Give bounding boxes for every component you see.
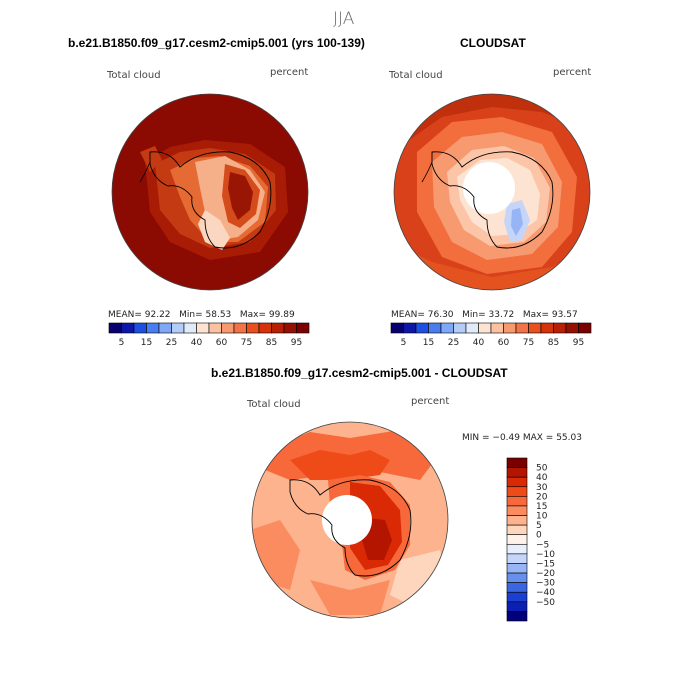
colorbar-tick-label: 15: [141, 338, 152, 348]
panel3-title: b.e21.B1850.f09_g17.cesm2-cmip5.001 - CL…: [211, 366, 508, 380]
colorbar-tick-label: 25: [166, 338, 177, 348]
colorbar-tick-label: 0: [536, 531, 542, 541]
colorbar-swatch: [221, 322, 235, 334]
colorbar-swatch: [171, 322, 185, 334]
colorbar-tick-label: 75: [241, 338, 252, 348]
colorbar-tick-label: −15: [536, 559, 555, 569]
panel2-stats: MEAN= 76.30 Min= 33.72 Max= 93.57: [391, 310, 578, 320]
panel1-variable-label: Total cloud: [107, 70, 161, 81]
colorbar-swatch: [506, 505, 528, 516]
colorbar-tick-label: 40: [473, 338, 485, 348]
colorbar-swatch: [478, 322, 492, 334]
figure-title: JJA: [333, 9, 355, 29]
colorbar-swatch: [490, 322, 504, 334]
colorbar-swatch: [121, 322, 135, 334]
colorbar-tick-label: 85: [548, 338, 559, 348]
colorbar-tick-label: 85: [266, 338, 277, 348]
colorbar-swatch: [183, 322, 197, 334]
colorbar-swatch: [258, 322, 272, 334]
colorbar-swatch: [506, 582, 528, 593]
colorbar-swatch: [296, 322, 310, 334]
colorbar-tick-label: 40: [191, 338, 203, 348]
colorbar-swatch: [506, 543, 528, 555]
colorbar-tick-label: −5: [536, 540, 549, 550]
colorbar-tick-label: −10: [536, 550, 555, 560]
panel3-min-max: MIN = −0.49 MAX = 55.03: [462, 433, 582, 443]
panel2-units-label: percent: [553, 67, 592, 78]
colorbar-tick-label: 5: [536, 521, 542, 531]
colorbar-swatch: [390, 322, 404, 334]
colorbar-tick-label: 15: [536, 502, 547, 512]
colorbar-swatch: [515, 322, 529, 334]
colorbar-swatch: [506, 496, 528, 507]
colorbar-swatch: [506, 476, 528, 488]
colorbar-swatch: [158, 322, 172, 334]
colorbar-swatch: [506, 534, 528, 545]
colorbar-tick-label: 25: [448, 338, 459, 348]
panel2-variable-label: Total cloud: [389, 70, 443, 81]
colorbar-tick-label: 60: [498, 338, 510, 348]
colorbar-swatch: [415, 322, 429, 334]
colorbar-swatch: [540, 322, 554, 334]
colorbar-swatch: [108, 322, 122, 334]
colorbar-swatch: [578, 322, 592, 334]
colorbar-swatch: [506, 457, 528, 468]
colorbar-swatch: [506, 591, 528, 603]
colorbar-swatch: [133, 322, 147, 334]
panel1-colorbar: 5 15 25 40 60 75 85 95: [108, 322, 310, 348]
panel2-polar-map: [393, 93, 591, 291]
colorbar-swatch: [506, 467, 528, 478]
colorbar-swatch: [503, 322, 517, 334]
colorbar-swatch: [440, 322, 454, 334]
colorbar-tick-label: 5: [401, 338, 407, 348]
panel1-polar-map: [111, 93, 309, 291]
colorbar-swatch: [553, 322, 567, 334]
colorbar-swatch: [428, 322, 442, 334]
colorbar-tick-label: 75: [523, 338, 534, 348]
colorbar-swatch: [146, 322, 160, 334]
panel2-title: CLOUDSAT: [460, 36, 526, 50]
colorbar-tick-label: 95: [573, 338, 584, 348]
colorbar-swatch: [506, 601, 528, 612]
colorbar-swatch: [506, 563, 528, 574]
colorbar-swatch: [506, 553, 528, 564]
panel1-stats: MEAN= 92.22 Min= 58.53 Max= 99.89: [108, 310, 295, 320]
colorbar-swatch: [208, 322, 222, 334]
colorbar-tick-label: −50: [536, 598, 555, 608]
colorbar-swatch: [528, 322, 542, 334]
panel3-polar-map: [251, 421, 449, 619]
colorbar-swatch: [271, 322, 285, 334]
colorbar-tick-label: −20: [536, 569, 555, 579]
colorbar-swatch: [283, 322, 297, 334]
colorbar-tick-label: −40: [536, 588, 555, 598]
colorbar-tick-label: 20: [536, 492, 548, 502]
colorbar-tick-label: 50: [536, 464, 548, 474]
colorbar-swatch: [506, 524, 528, 536]
colorbar-tick-label: 95: [291, 338, 302, 348]
colorbar-tick-label: 30: [536, 483, 548, 493]
colorbar-swatch: [465, 322, 479, 334]
colorbar-tick-label: 5: [119, 338, 125, 348]
colorbar-swatch: [565, 322, 579, 334]
colorbar-swatch: [233, 322, 247, 334]
panel2-colorbar: 5 15 25 40 60 75 85 95: [390, 322, 592, 348]
colorbar-swatch: [506, 486, 528, 497]
colorbar-swatch: [403, 322, 417, 334]
panel3-units-label: percent: [411, 396, 450, 407]
panel1-units-label: percent: [270, 67, 309, 78]
colorbar-swatch: [506, 611, 528, 622]
colorbar-swatch: [506, 572, 528, 583]
panel3-variable-label: Total cloud: [247, 399, 301, 410]
colorbar-tick-label: 10: [536, 512, 548, 522]
colorbar-tick-label: 15: [423, 338, 434, 348]
colorbar-swatch: [196, 322, 210, 334]
colorbar-tick-label: −30: [536, 579, 555, 589]
colorbar-tick-label: 60: [216, 338, 228, 348]
colorbar-swatch: [453, 322, 467, 334]
panel1-title: b.e21.B1850.f09_g17.cesm2-cmip5.001 (yrs…: [68, 36, 365, 50]
colorbar-tick-label: 40: [536, 473, 548, 483]
colorbar-swatch: [506, 515, 528, 526]
colorbar-swatch: [246, 322, 260, 334]
